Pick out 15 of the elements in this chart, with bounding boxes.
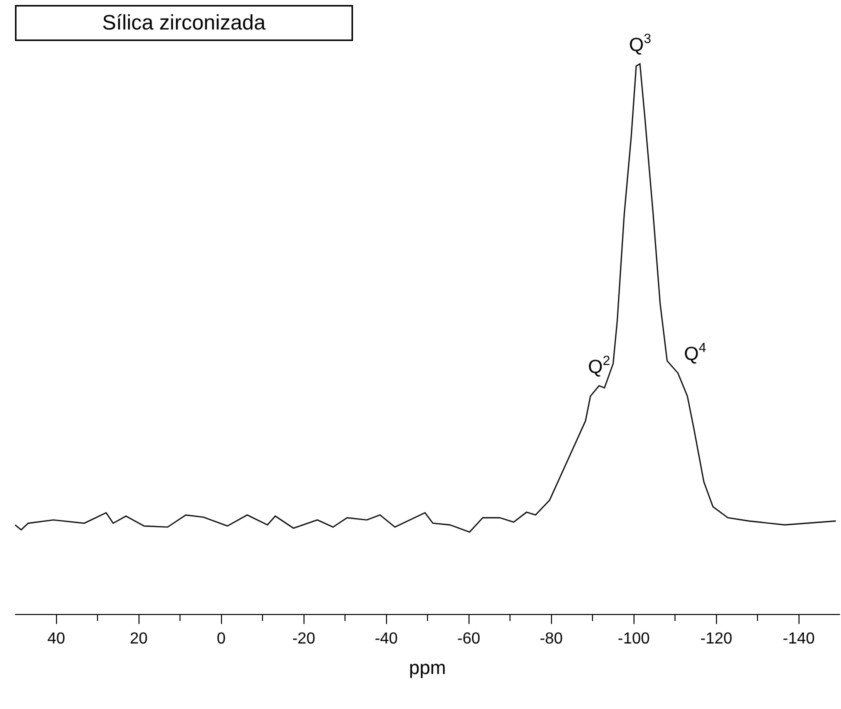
x-tick-label: -140: [782, 630, 815, 648]
x-tick-label: -60: [457, 630, 480, 648]
x-tick-label: 0: [216, 630, 226, 648]
x-tick-label: 40: [47, 630, 66, 648]
x-tick-label: -100: [618, 630, 650, 648]
x-tick-label: -20: [292, 630, 316, 648]
x-tick-label: -80: [540, 630, 563, 648]
annotation: Q$^{3}$: [629, 31, 652, 56]
chart-title: Sílica zirconizada: [102, 12, 266, 34]
annotation: Q$^{2}$: [588, 353, 610, 378]
x-tick-label: -120: [700, 630, 732, 648]
x-tick-label: 20: [130, 630, 148, 648]
x-axis-title: ppm: [409, 658, 446, 680]
x-tick-label: -40: [374, 630, 398, 648]
annotation: Q$^{4}$: [684, 340, 706, 365]
